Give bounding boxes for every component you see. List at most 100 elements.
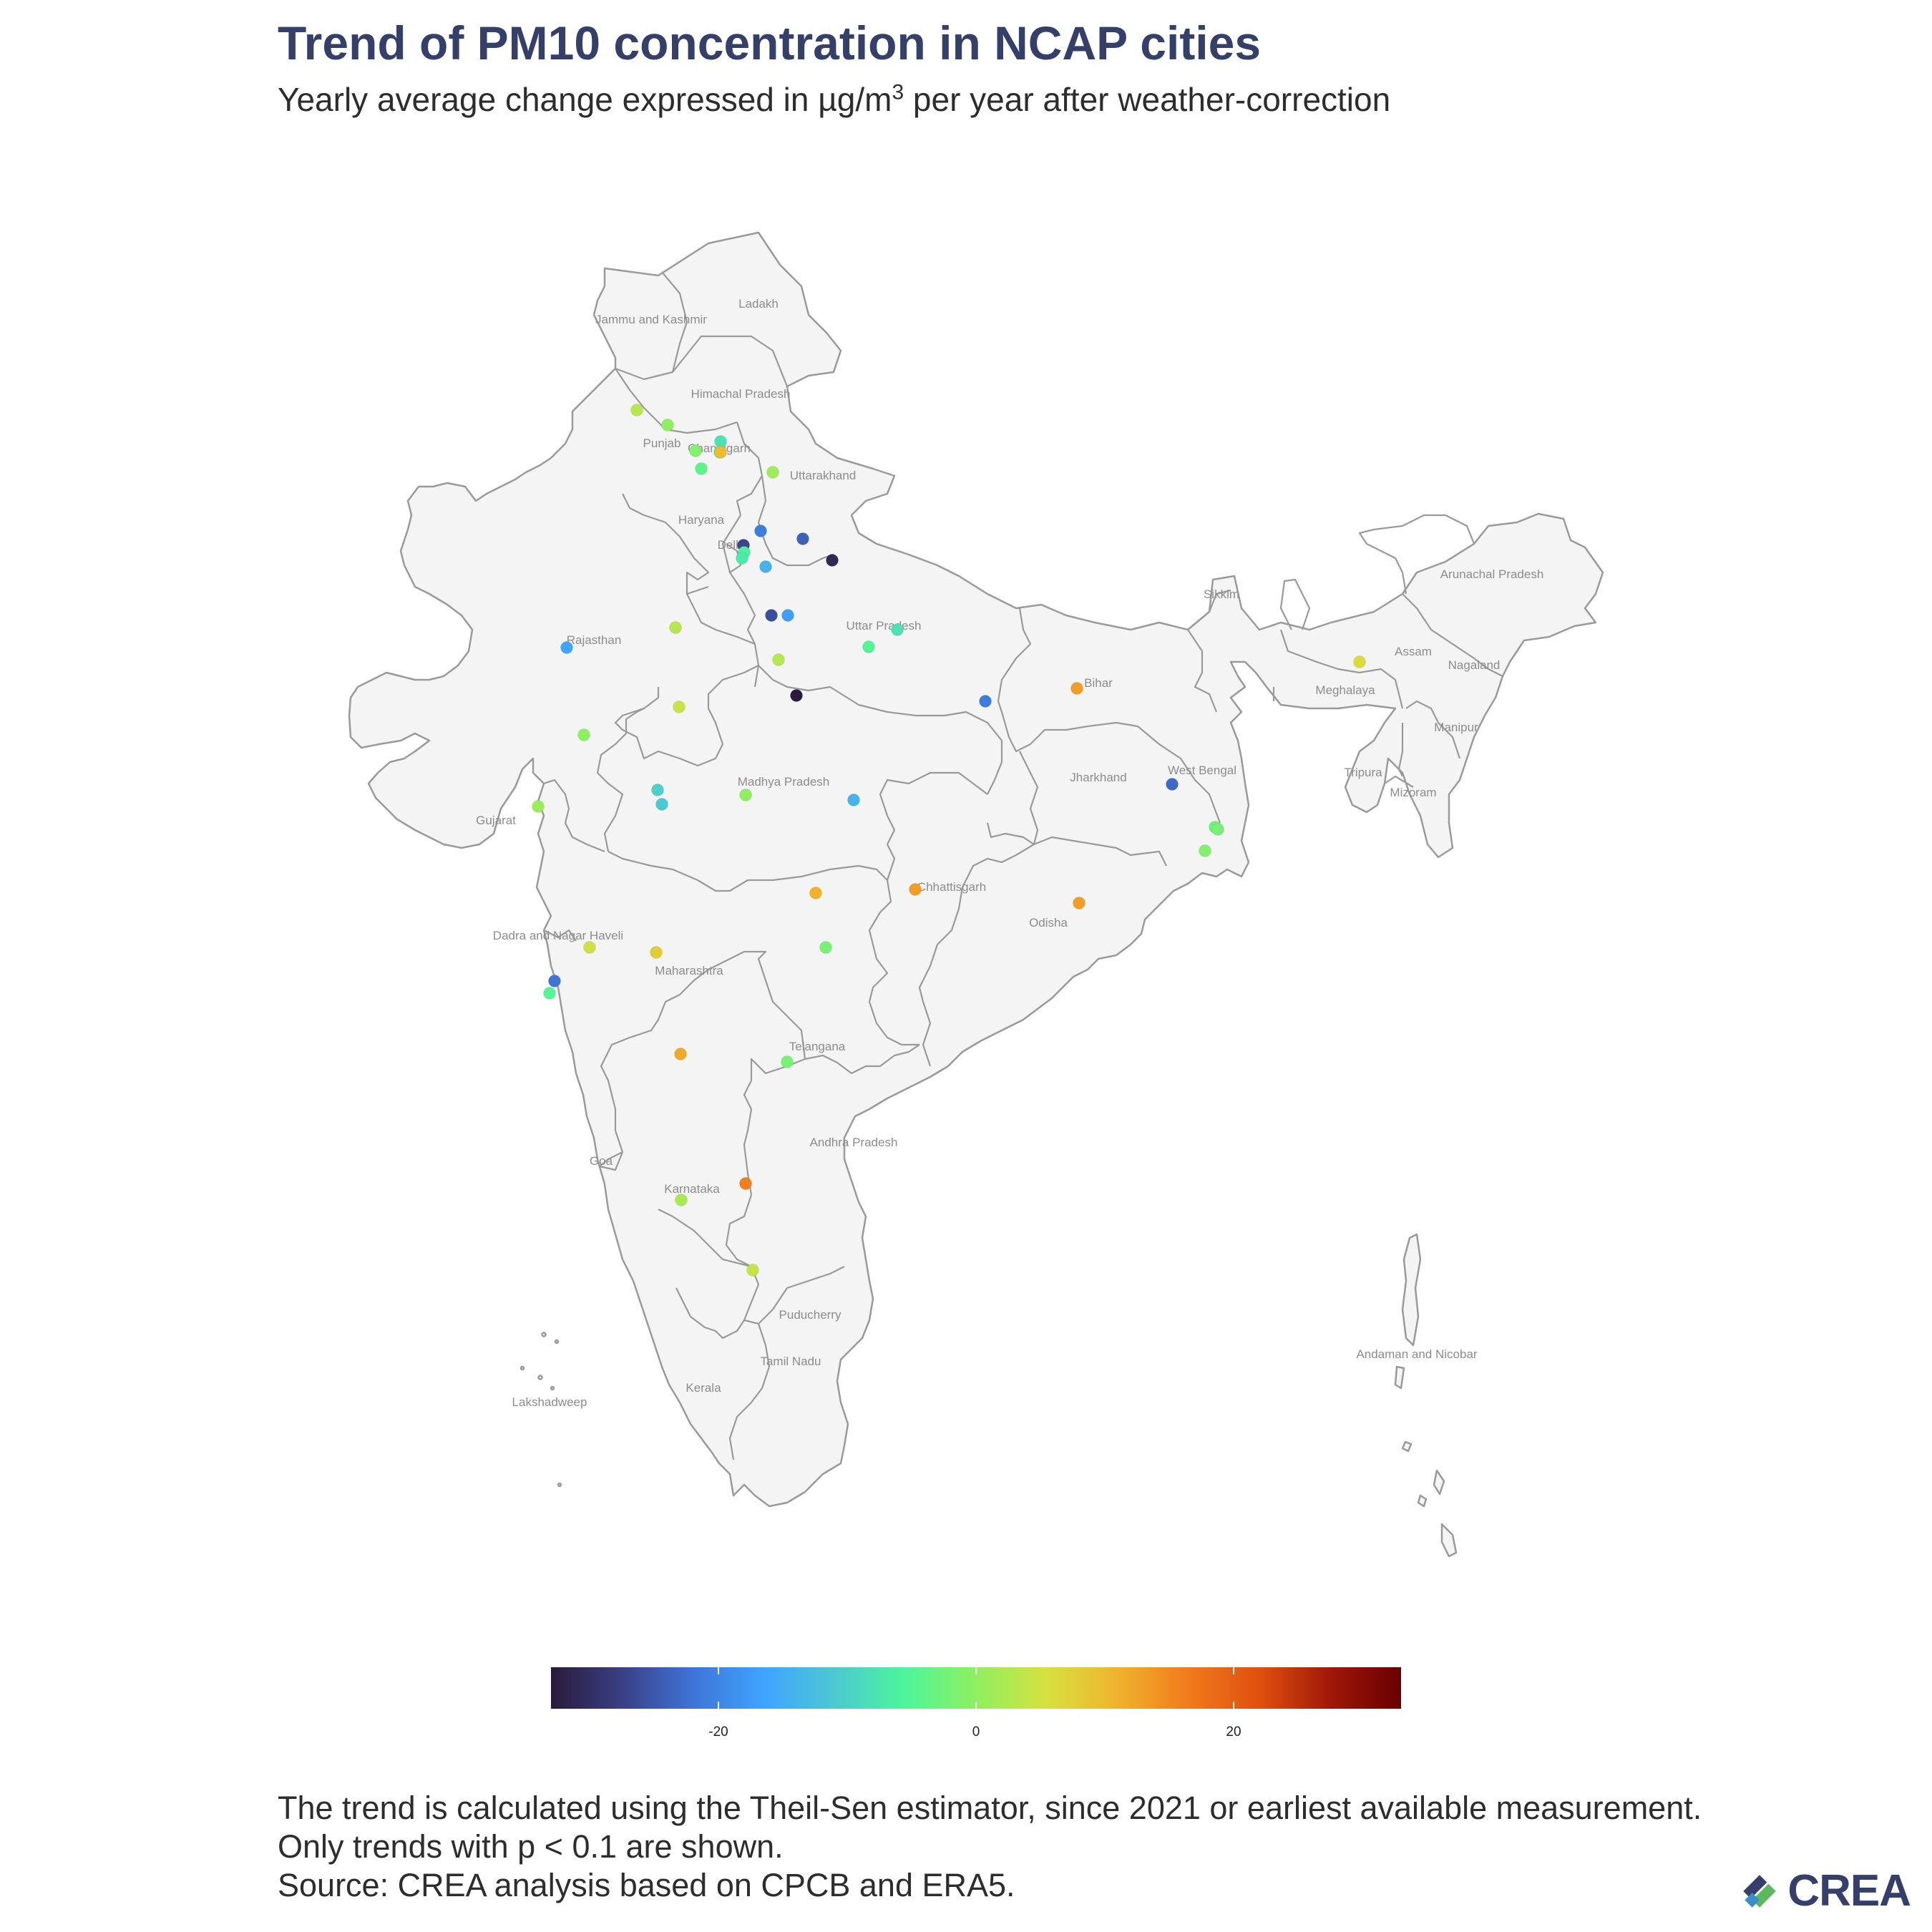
crea-logo-text: CREA <box>1787 1866 1911 1916</box>
lakshadweep-island-1 <box>541 1332 547 1337</box>
footer-line-significance: Only trends with p < 0.1 are shown. <box>278 1828 784 1865</box>
chart-subtitle: Yearly average change expressed in µg/m3… <box>278 80 1390 119</box>
city-point[interactable] <box>790 689 803 702</box>
region-label-ladakh: Ladakh <box>738 297 779 311</box>
city-point[interactable] <box>847 794 860 806</box>
city-point[interactable] <box>819 941 832 954</box>
region-label-maharashtra: Maharashtra <box>655 964 723 977</box>
city-point[interactable] <box>714 435 727 448</box>
city-point[interactable] <box>766 466 779 479</box>
region-label-lakshadweep: Lakshadweep <box>512 1395 587 1409</box>
region-label-madhya-pradesh: Madhya Pradesh <box>738 775 830 789</box>
city-point[interactable] <box>673 701 686 713</box>
city-point[interactable] <box>1070 682 1083 695</box>
region-label-tamil-nadu: Tamil Nadu <box>760 1355 821 1368</box>
city-point[interactable] <box>532 800 545 813</box>
region-label-goa: Goa <box>590 1154 613 1168</box>
region-label-uttarakhand: Uttarakhand <box>790 469 857 482</box>
city-point[interactable] <box>630 404 643 416</box>
subtitle-suffix: per year after weather-correction <box>904 81 1391 118</box>
region-label-haryana: Haryana <box>678 513 725 527</box>
region-label-andhra: Andhra Pradesh <box>810 1136 898 1149</box>
city-point[interactable] <box>1199 844 1211 857</box>
city-point[interactable] <box>979 695 992 708</box>
region-label-karnataka: Karnataka <box>664 1182 720 1196</box>
city-point[interactable] <box>669 621 682 634</box>
region-label-gujarat: Gujarat <box>476 814 516 827</box>
city-point[interactable] <box>796 532 809 545</box>
region-label-kerala: Kerala <box>686 1381 721 1395</box>
city-point[interactable] <box>543 987 556 1000</box>
city-point[interactable] <box>765 609 778 622</box>
lakshadweep-island-5 <box>557 1482 562 1488</box>
city-point[interactable] <box>781 1055 794 1068</box>
region-label-telangana: Telangana <box>789 1040 846 1053</box>
city-point[interactable] <box>560 641 573 654</box>
colorbar-tick-label: -20 <box>708 1724 728 1740</box>
nicobar-islands-1 <box>1401 1440 1413 1453</box>
city-point[interactable] <box>689 444 702 457</box>
nicobar-islands-3 <box>1440 1523 1458 1558</box>
city-point[interactable] <box>583 941 596 954</box>
footer-line-source: Source: CREA analysis based on CPCB and … <box>278 1867 1015 1903</box>
city-point[interactable] <box>891 623 904 636</box>
region-label-meghalaya: Meghalaya <box>1315 683 1375 697</box>
region-label-assam: Assam <box>1395 645 1432 658</box>
city-point[interactable] <box>651 784 664 796</box>
chart-title: Trend of PM10 concentration in NCAP citi… <box>278 16 1262 69</box>
city-point[interactable] <box>781 609 794 622</box>
crea-logo: CREA <box>1737 1865 1911 1916</box>
region-label-rajasthan: Rajasthan <box>567 633 622 647</box>
region-label-uttar-pradesh: Uttar Pradesh <box>847 619 922 633</box>
lakshadweep-island-6 <box>550 1385 555 1391</box>
lakshadweep-island-4 <box>537 1375 543 1380</box>
city-point[interactable] <box>909 883 922 896</box>
city-point[interactable] <box>1166 778 1179 791</box>
city-point[interactable] <box>759 560 772 573</box>
region-label-odisha: Odisha <box>1029 916 1068 930</box>
colorbar-tick-label: 0 <box>972 1724 980 1740</box>
region-label-bihar: Bihar <box>1084 676 1113 690</box>
city-point[interactable] <box>736 552 748 565</box>
city-point[interactable] <box>826 554 839 567</box>
city-point[interactable] <box>739 789 752 801</box>
city-point[interactable] <box>674 1048 687 1060</box>
region-label-nagaland: Nagaland <box>1448 658 1501 672</box>
region-label-mizoram: Mizoram <box>1390 786 1436 799</box>
region-label-himachal: Himachal Pradesh <box>691 387 791 401</box>
andaman-islands-south <box>1394 1365 1405 1390</box>
city-point[interactable] <box>695 462 708 475</box>
lakshadweep-island-2 <box>554 1339 560 1345</box>
city-point[interactable] <box>739 1177 752 1190</box>
city-point[interactable] <box>650 946 663 959</box>
lakshadweep-island-3 <box>519 1365 525 1371</box>
city-point[interactable] <box>1211 823 1224 836</box>
city-point[interactable] <box>1353 655 1366 668</box>
city-point[interactable] <box>714 446 727 459</box>
city-point[interactable] <box>772 653 785 666</box>
city-point[interactable] <box>675 1194 688 1206</box>
region-label-jammu: Jammu and Kashmir <box>595 313 707 326</box>
city-points <box>532 404 1366 1277</box>
india-outline <box>348 231 1604 1508</box>
city-point[interactable] <box>746 1264 759 1277</box>
city-point[interactable] <box>862 640 875 653</box>
region-label-manipur: Manipur <box>1434 721 1478 734</box>
footer-notes: The trend is calculated using the Theil-… <box>278 1789 1702 1905</box>
city-point[interactable] <box>754 525 767 537</box>
crea-logo-mark-icon <box>1743 1874 1777 1908</box>
subtitle-prefix: Yearly average change expressed in µg/m <box>278 81 892 118</box>
footer-line-method: The trend is calculated using the Theil-… <box>278 1790 1702 1826</box>
region-label-arunachal: Arunachal Pradesh <box>1440 567 1544 581</box>
city-point[interactable] <box>1073 897 1085 909</box>
city-point[interactable] <box>661 419 674 431</box>
subtitle-superscript: 3 <box>892 80 904 104</box>
city-point[interactable] <box>548 975 561 987</box>
city-point[interactable] <box>655 798 668 811</box>
city-point[interactable] <box>809 887 822 899</box>
city-point[interactable] <box>577 728 590 741</box>
region-label-jharkhand: Jharkhand <box>1070 771 1126 784</box>
nicobar-islands-2 <box>1433 1469 1445 1496</box>
nicobar-islands-4 <box>1417 1494 1428 1508</box>
